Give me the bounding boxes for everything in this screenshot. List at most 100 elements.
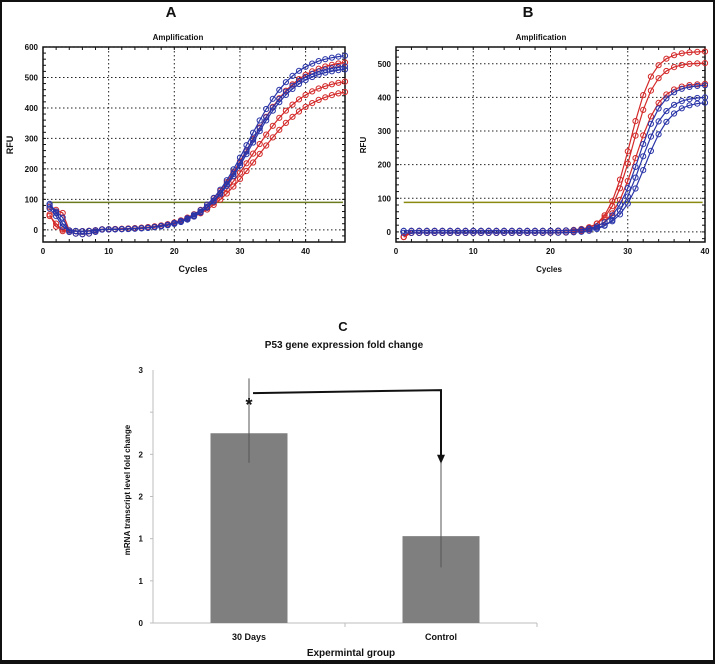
data-point [263, 131, 270, 138]
data-point [282, 79, 289, 86]
data-point [302, 91, 309, 99]
data-point [138, 225, 145, 232]
data-point [671, 64, 678, 71]
data-point [276, 99, 283, 106]
data-point [671, 101, 678, 108]
data-point [655, 105, 662, 112]
data-point [210, 198, 217, 205]
y-tick-label: 400 [378, 93, 392, 102]
data-point [671, 52, 678, 59]
arrow-head-icon [437, 454, 445, 464]
data-point [640, 141, 647, 148]
data-point [609, 212, 616, 219]
data-point [289, 85, 296, 93]
x-tick-label: 0 [394, 247, 399, 256]
data-point [632, 174, 639, 181]
data-point [230, 173, 237, 180]
data-point [686, 83, 693, 91]
chart-c-xlabel: Expermintal group [307, 648, 395, 659]
data-point [616, 201, 624, 208]
data-point [570, 227, 577, 234]
data-point [269, 95, 276, 102]
data-point [322, 56, 329, 63]
data-point [256, 140, 263, 148]
data-point [322, 94, 329, 101]
data-point [171, 220, 178, 227]
data-point [289, 101, 296, 108]
amplification-curve-red-2 [49, 81, 346, 232]
amplification-curve-blue-1 [49, 55, 346, 235]
data-point [454, 227, 461, 234]
data-point [547, 227, 554, 234]
data-point [276, 126, 283, 133]
data-point [531, 227, 539, 234]
y-tick-label: 2 [139, 493, 144, 502]
data-point [655, 75, 662, 82]
data-point [328, 92, 335, 99]
data-point [640, 153, 647, 160]
data-point [694, 82, 701, 90]
data-point [640, 132, 647, 139]
x-tick-label: 40 [701, 247, 710, 256]
data-point [236, 162, 244, 169]
data-point [624, 148, 631, 155]
panel-label-c: C [338, 319, 348, 334]
data-point [640, 106, 647, 114]
amplification-curve-red-2 [403, 62, 706, 238]
amplification-curve-red-1 [403, 51, 706, 238]
data-point [555, 227, 562, 234]
data-point [79, 228, 86, 235]
data-point [263, 105, 270, 113]
data-point [647, 73, 655, 80]
data-point [197, 209, 204, 216]
data-point [158, 223, 165, 230]
chart-b-ylabel: RFU [359, 137, 368, 154]
data-point [632, 132, 639, 139]
data-point [431, 227, 438, 234]
chart-b-amplification: Amplification Cycles RFU 0 10 20 30 40010020… [359, 33, 710, 274]
data-point [250, 159, 257, 166]
data-point [686, 60, 693, 68]
data-point [223, 190, 230, 197]
x-tick-label: 10 [104, 247, 113, 256]
data-point [269, 122, 276, 129]
data-point [671, 89, 678, 96]
data-point [151, 224, 158, 231]
data-point [601, 222, 608, 229]
data-point [164, 222, 171, 229]
data-point [236, 176, 244, 183]
data-point [539, 227, 546, 234]
data-point [686, 82, 693, 89]
chart-a-xlabel: Cycles [178, 264, 207, 274]
data-point [647, 147, 655, 154]
data-point [315, 71, 322, 78]
amplification-curve-blue-2 [49, 65, 346, 232]
data-point [295, 67, 303, 74]
data-point [686, 102, 693, 109]
data-point [663, 108, 670, 115]
data-point [289, 113, 296, 120]
data-point [416, 227, 423, 234]
data-point [72, 227, 79, 235]
data-point [184, 216, 191, 223]
data-point [341, 59, 349, 66]
data-point [243, 151, 250, 158]
data-point [112, 226, 119, 233]
y-tick-label: 200 [378, 161, 392, 170]
y-tick-label: 600 [25, 43, 39, 52]
data-point [302, 77, 309, 84]
data-point [678, 61, 685, 69]
data-point [624, 193, 631, 200]
data-point [105, 226, 112, 233]
data-point [309, 73, 316, 81]
data-point [678, 50, 685, 57]
data-point [632, 163, 639, 170]
data-point [328, 68, 335, 75]
data-point [302, 103, 309, 111]
data-point [335, 60, 342, 67]
data-point [204, 204, 211, 211]
data-point [315, 96, 322, 104]
data-point [295, 96, 303, 103]
data-point [59, 214, 66, 221]
